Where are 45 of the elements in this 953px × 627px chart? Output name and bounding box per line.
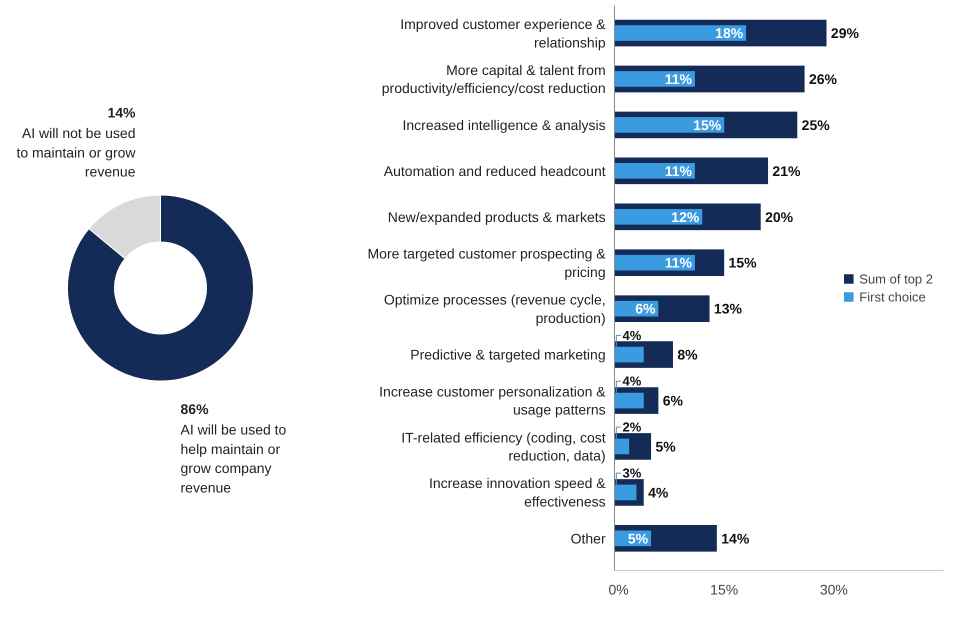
data-label: 2% bbox=[622, 420, 642, 435]
y-tick-label: IT-related efficiency (coding, cost reduction, data) bbox=[401, 429, 606, 464]
data-label: 15% bbox=[728, 254, 758, 271]
slice-label: AI will not be used to maintain or grow revenue bbox=[16, 125, 136, 180]
data-label: 18% bbox=[715, 25, 744, 42]
slice-label: AI will be used to help maintain or grow company revenue bbox=[180, 422, 287, 496]
data-label: 11% bbox=[664, 70, 693, 87]
data-label: 25% bbox=[802, 116, 830, 133]
y-tick-label: Improved customer experience & relationship bbox=[400, 16, 606, 50]
data-label: 8% bbox=[677, 346, 698, 363]
data-label: 26% bbox=[808, 70, 838, 87]
y-tick-label: More capital & talent from productivity/efficiency/cost reduction bbox=[382, 62, 606, 96]
data-label: 3% bbox=[622, 466, 642, 481]
data-label: 21% bbox=[772, 162, 801, 179]
data-label: 29% bbox=[830, 25, 860, 42]
legend-label: First choice bbox=[859, 289, 926, 304]
data-label: 11% bbox=[664, 254, 693, 271]
data-label: 4% bbox=[622, 328, 642, 343]
y-tick-label: New/expanded products & markets bbox=[388, 208, 606, 225]
data-label: 13% bbox=[714, 300, 743, 317]
data-label: 12% bbox=[671, 208, 700, 225]
y-tick-label: Increase customer personalization & usage patterns bbox=[379, 383, 606, 418]
data-label: 11% bbox=[664, 162, 693, 179]
x-tick-label: 0% bbox=[608, 582, 629, 598]
x-tick-label: 15% bbox=[710, 582, 738, 598]
y-tick-label: Increased intelligence & analysis bbox=[402, 116, 606, 133]
data-label: 5% bbox=[628, 530, 649, 546]
data-label: 14% bbox=[721, 530, 750, 546]
data-label: 4% bbox=[648, 484, 669, 500]
data-label: 4% bbox=[622, 374, 642, 389]
y-tick-label: Optimize processes (revenue cycle, production) bbox=[384, 291, 606, 326]
data-label: 86% bbox=[180, 401, 210, 417]
y-tick-label: Predictive & targeted marketing bbox=[410, 346, 606, 363]
data-label: 20% bbox=[765, 208, 794, 225]
legend-label: Sum of top 2 bbox=[859, 271, 933, 286]
y-tick-label: More targeted customer prospecting & pricing bbox=[368, 246, 606, 280]
data-label: 5% bbox=[655, 438, 676, 454]
data-label: 6% bbox=[635, 300, 656, 317]
data-label: 14% bbox=[107, 104, 136, 120]
y-tick-label: Automation and reduced headcount bbox=[384, 162, 606, 179]
y-tick-label: Increase innovation speed & effectiveness bbox=[428, 475, 606, 510]
data-label: 6% bbox=[662, 392, 684, 409]
data-label: 15% bbox=[693, 116, 722, 133]
x-tick-label: 30% bbox=[820, 582, 848, 598]
y-tick-label: Other bbox=[570, 530, 606, 546]
